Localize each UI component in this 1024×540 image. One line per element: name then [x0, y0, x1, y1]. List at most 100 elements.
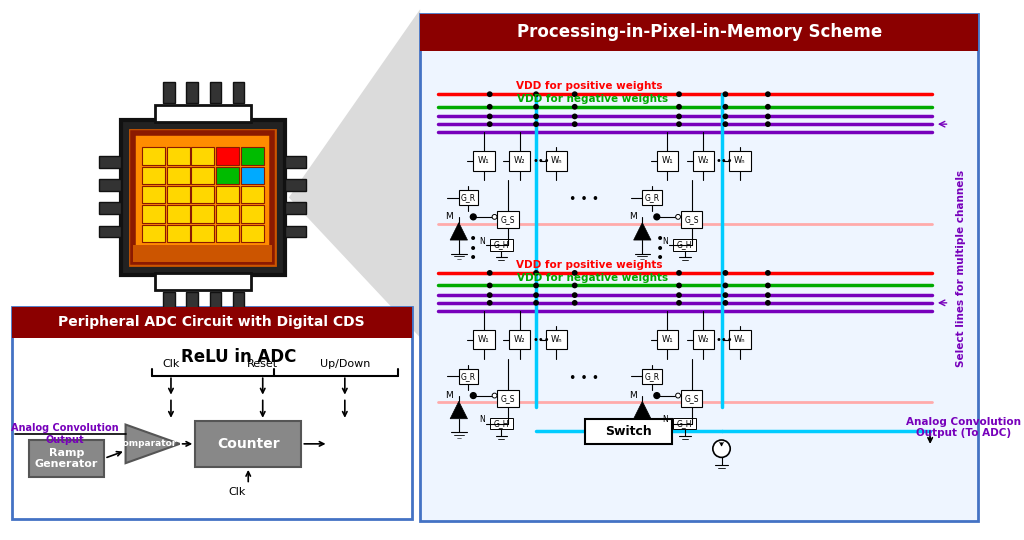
Circle shape	[534, 282, 539, 288]
Circle shape	[534, 91, 539, 97]
Text: W₁: W₁	[478, 335, 489, 344]
Text: G_S: G_S	[501, 394, 515, 403]
Bar	[729, 151, 751, 171]
Polygon shape	[126, 424, 179, 463]
Circle shape	[765, 292, 771, 298]
Text: Clk: Clk	[162, 359, 179, 369]
Circle shape	[571, 104, 578, 110]
Circle shape	[713, 440, 730, 457]
Bar	[142, 186, 165, 204]
Circle shape	[723, 270, 728, 276]
Bar	[167, 205, 189, 222]
Bar	[285, 226, 306, 237]
Circle shape	[765, 122, 771, 127]
Circle shape	[676, 270, 682, 276]
Bar	[142, 147, 165, 165]
Circle shape	[486, 113, 493, 119]
Bar	[681, 211, 702, 228]
Bar	[99, 179, 121, 191]
Text: G_S: G_S	[684, 394, 698, 403]
Bar	[473, 330, 495, 349]
Bar	[191, 186, 214, 204]
Text: N: N	[479, 237, 484, 246]
Circle shape	[765, 113, 771, 119]
Circle shape	[765, 270, 771, 276]
Text: VDD for positive weights: VDD for positive weights	[516, 260, 663, 270]
Text: Ramp: Ramp	[49, 448, 84, 457]
Bar	[232, 292, 245, 313]
Polygon shape	[451, 222, 468, 240]
Text: •: •	[469, 232, 477, 246]
Text: Reset: Reset	[247, 359, 279, 369]
Text: •••: •••	[532, 156, 550, 166]
Circle shape	[534, 122, 539, 127]
Text: ReLU in ADC: ReLU in ADC	[181, 348, 296, 366]
Bar	[216, 225, 239, 242]
Text: •: •	[655, 232, 664, 246]
Text: G_H: G_H	[494, 419, 509, 428]
Bar	[642, 368, 662, 384]
Circle shape	[571, 282, 578, 288]
Bar	[11, 307, 413, 338]
Bar	[241, 147, 264, 165]
Polygon shape	[289, 9, 420, 338]
Text: G_R: G_R	[461, 372, 476, 381]
Bar	[673, 418, 696, 429]
Bar	[459, 190, 478, 205]
Bar	[216, 167, 239, 184]
Circle shape	[723, 91, 728, 97]
Text: G_H: G_H	[677, 419, 692, 428]
Text: Wₙ: Wₙ	[734, 335, 745, 344]
Text: •: •	[469, 252, 477, 265]
Text: M: M	[629, 212, 637, 221]
Circle shape	[723, 122, 728, 127]
Bar	[99, 226, 121, 237]
Text: W₁: W₁	[478, 157, 489, 165]
Bar	[99, 202, 121, 214]
Text: Wₙ: Wₙ	[734, 157, 745, 165]
Bar	[196, 421, 301, 467]
Text: W₂: W₂	[514, 335, 525, 344]
Bar	[191, 205, 214, 222]
Bar	[186, 82, 198, 103]
Text: N: N	[663, 237, 669, 246]
Text: G_H: G_H	[494, 240, 509, 249]
Circle shape	[571, 122, 578, 127]
Bar	[546, 151, 567, 171]
Circle shape	[676, 214, 681, 219]
Bar	[163, 82, 175, 103]
Bar	[692, 151, 714, 171]
Bar	[210, 82, 221, 103]
Bar	[167, 147, 189, 165]
Bar	[586, 418, 673, 444]
Circle shape	[571, 113, 578, 119]
Bar	[285, 179, 306, 191]
Text: VDD for negative weights: VDD for negative weights	[516, 94, 668, 104]
Text: W₁: W₁	[662, 157, 673, 165]
Circle shape	[723, 292, 728, 298]
Text: Select lines for multiple channels: Select lines for multiple channels	[956, 170, 966, 367]
Bar	[656, 151, 678, 171]
Circle shape	[676, 393, 681, 398]
Circle shape	[486, 292, 493, 298]
Bar	[167, 167, 189, 184]
Text: G_S: G_S	[684, 215, 698, 224]
Bar	[285, 202, 306, 214]
Bar	[489, 418, 513, 429]
Text: G_R: G_R	[644, 193, 659, 202]
Text: Wₙ: Wₙ	[551, 157, 562, 165]
Bar	[11, 307, 413, 519]
Bar	[130, 130, 275, 265]
Bar	[142, 167, 165, 184]
Bar	[241, 225, 264, 242]
Text: M: M	[445, 212, 453, 221]
Text: •••: •••	[716, 156, 733, 166]
Circle shape	[676, 113, 682, 119]
Bar	[241, 186, 264, 204]
Circle shape	[470, 393, 476, 399]
Circle shape	[571, 270, 578, 276]
Bar	[729, 330, 751, 349]
Text: Analog Convolution: Analog Convolution	[11, 423, 119, 434]
Circle shape	[676, 300, 682, 306]
Circle shape	[654, 214, 659, 220]
